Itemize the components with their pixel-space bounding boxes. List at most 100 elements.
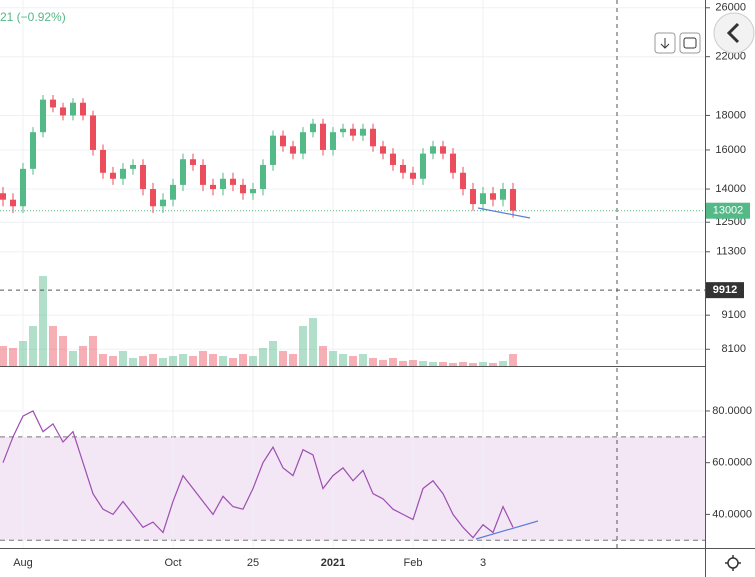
candle-body (170, 184, 176, 200)
x-tick-label: Feb (404, 557, 423, 569)
y-tick-label: 9100 (722, 309, 746, 321)
candle-body (50, 99, 56, 108)
candle-body (80, 102, 86, 116)
volume-bar (89, 336, 97, 366)
candle-body (440, 146, 446, 154)
volume-bar (429, 362, 437, 366)
candle-body (490, 193, 496, 200)
volume-bar (359, 354, 367, 366)
volume-bar (139, 356, 147, 366)
axes: 26000 22000 18000 16000 14000 12500 11300 9100 8… (13, 2, 752, 569)
rsi-band (0, 436, 705, 541)
volume-bar (449, 363, 457, 366)
x-tick-label: 2021 (321, 557, 345, 569)
volume-bar (209, 354, 217, 366)
candle-body (430, 146, 436, 154)
candle-body (290, 146, 296, 154)
volume-bar (439, 362, 447, 366)
scroll-button[interactable] (713, 12, 755, 54)
candle-body (400, 164, 406, 173)
y-tick-label: 22000 (715, 51, 746, 63)
rsi-line (2, 410, 514, 539)
candle-body (60, 107, 66, 116)
volume-bar (239, 354, 247, 366)
volume-bar (0, 346, 7, 366)
volume-bar (309, 318, 317, 366)
volume-bar (229, 358, 237, 366)
candle-body (140, 164, 146, 190)
candle-body (470, 189, 476, 205)
candle-body (110, 172, 116, 179)
candle-body (150, 189, 156, 207)
x-tick-label: Aug (13, 557, 33, 569)
volume-bar (339, 354, 347, 366)
y-tick-label: 11300 (716, 246, 746, 258)
volume-bar (349, 356, 357, 366)
header-change: 21 (−0.92%) (0, 10, 66, 24)
volume-bar (319, 346, 327, 366)
candle-body (510, 189, 516, 211)
settings-button[interactable] (725, 555, 741, 571)
volume-bar (379, 360, 387, 366)
x-tick-label: Oct (164, 557, 181, 569)
plot (0, 95, 705, 539)
candle-body (260, 164, 266, 190)
candle-body (300, 132, 306, 154)
volume-bar (129, 358, 137, 366)
volume-bar (249, 356, 257, 366)
candle-body (20, 168, 26, 207)
y-tick-label: 16000 (715, 144, 746, 156)
volume-bar (79, 346, 87, 366)
crosshair-box (706, 282, 744, 299)
candle-body (340, 128, 346, 133)
grid (0, 0, 705, 548)
crosshair-label: 9912 (713, 284, 737, 296)
volume-bar (259, 348, 267, 366)
volume-bar (329, 351, 337, 366)
download-button[interactable] (654, 32, 676, 54)
candle-body (40, 99, 46, 133)
y-tick-label: 8100 (722, 343, 746, 355)
volume-bar (459, 362, 467, 366)
volume-bar (189, 356, 197, 366)
candle-body (120, 168, 126, 179)
candle-body (220, 178, 226, 190)
volume-bar (469, 363, 477, 366)
volume-bar (109, 356, 117, 366)
candle-body (30, 132, 36, 169)
candle-body (200, 164, 206, 185)
x-tick-label: 3 (480, 557, 486, 569)
volume-bar (219, 356, 227, 366)
candle-body (210, 184, 216, 190)
rsi-tick-label: 40.0000 (712, 508, 752, 520)
volume-bar (269, 341, 277, 366)
candle-body (160, 199, 166, 207)
candle-body (410, 172, 416, 179)
candle-body (270, 135, 276, 165)
volume-bar (479, 362, 487, 366)
candle-body (320, 123, 326, 150)
candle-body (360, 128, 366, 136)
candle-body (70, 102, 76, 116)
volume-bar (169, 356, 177, 366)
volume-bar (179, 354, 187, 366)
candle-body (10, 199, 16, 207)
volume-bar (499, 361, 507, 366)
y-tick-label: 18000 (715, 109, 746, 121)
rsi-tick-label: 60.0000 (712, 457, 752, 469)
rsi-trend-line (475, 520, 539, 540)
candle-body (420, 153, 426, 179)
last-price-box (706, 202, 750, 219)
candle-body (90, 115, 96, 150)
candle-body (190, 159, 196, 165)
volume-bar (49, 326, 57, 366)
y-tick-label: 26000 (715, 2, 746, 14)
volume-bar (199, 351, 207, 366)
volume-bar (39, 276, 47, 366)
candle-body (280, 135, 286, 147)
volume-bar (279, 351, 287, 366)
candle-body (0, 193, 6, 200)
candle-body (250, 189, 256, 194)
fullscreen-button[interactable] (679, 32, 701, 54)
